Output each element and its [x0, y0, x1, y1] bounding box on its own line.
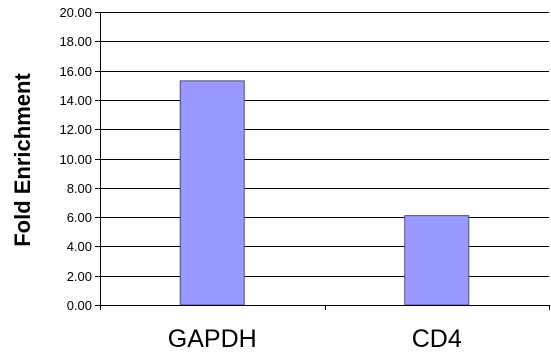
y-tick-label: 2.00	[67, 269, 92, 284]
y-axis-title: Fold Enrichment	[10, 73, 35, 247]
x-category-label: CD4	[412, 325, 462, 353]
y-tick-label: 20.00	[59, 5, 92, 20]
y-tick-label: 8.00	[67, 181, 92, 196]
y-tick-label: 14.00	[59, 93, 92, 108]
y-tick-label: 6.00	[67, 210, 92, 225]
y-tick-label: 0.00	[67, 298, 92, 313]
y-tick-label: 10.00	[59, 152, 92, 167]
y-tick-label: 12.00	[59, 122, 92, 137]
bars	[179, 80, 470, 306]
gridlines	[100, 12, 549, 277]
x-category-label: GAPDH	[168, 325, 257, 353]
bar-cd4	[404, 215, 470, 306]
bar-gapdh	[179, 80, 245, 306]
y-tick-label: 4.00	[67, 239, 92, 254]
labels: 0.00 2.00 4.00 6.00 8.00 10.00 12.00 14.00 16.00…	[59, 5, 461, 353]
y-tick-label: 18.00	[59, 34, 92, 49]
y-tick-label: 16.00	[59, 64, 92, 79]
axes	[95, 12, 550, 310]
